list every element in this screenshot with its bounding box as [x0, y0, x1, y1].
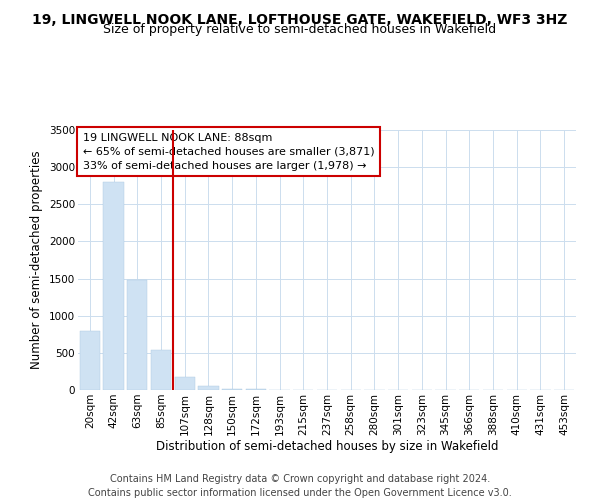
Text: 19 LINGWELL NOOK LANE: 88sqm
← 65% of semi-detached houses are smaller (3,871)
3: 19 LINGWELL NOOK LANE: 88sqm ← 65% of se…	[83, 132, 374, 170]
Bar	[175, 377, 195, 390]
Y-axis label: Number of semi-detached properties: Number of semi-detached properties	[31, 150, 43, 370]
Bar	[103, 182, 124, 390]
Text: Size of property relative to semi-detached houses in Wakefield: Size of property relative to semi-detach…	[103, 22, 497, 36]
Bar	[222, 388, 242, 390]
Bar	[199, 386, 218, 390]
Text: 19, LINGWELL NOOK LANE, LOFTHOUSE GATE, WAKEFIELD, WF3 3HZ: 19, LINGWELL NOOK LANE, LOFTHOUSE GATE, …	[32, 12, 568, 26]
Text: Contains HM Land Registry data © Crown copyright and database right 2024.
Contai: Contains HM Land Registry data © Crown c…	[88, 474, 512, 498]
Bar	[80, 330, 100, 390]
X-axis label: Distribution of semi-detached houses by size in Wakefield: Distribution of semi-detached houses by …	[156, 440, 498, 454]
Bar	[151, 350, 171, 390]
Bar	[127, 280, 148, 390]
